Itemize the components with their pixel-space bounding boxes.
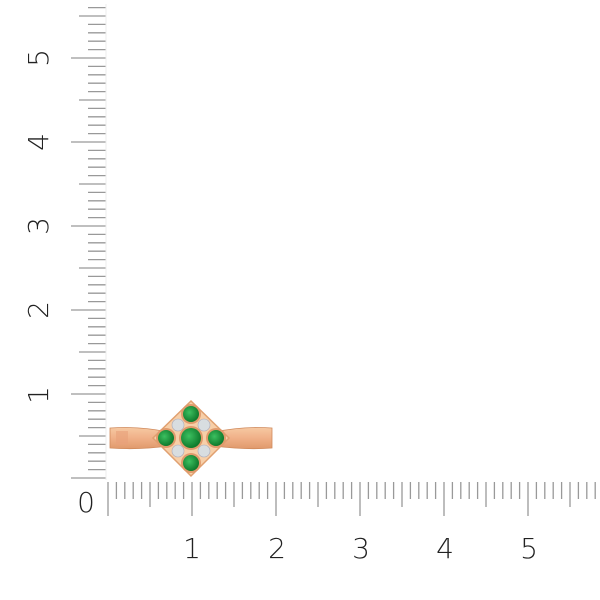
x-label-1: 1	[183, 532, 201, 565]
emerald-stone	[158, 430, 174, 446]
diamond-stone	[171, 444, 185, 458]
origin-label: 0	[77, 486, 95, 519]
diamonds	[171, 418, 211, 458]
y-label-2: 2	[22, 301, 55, 319]
emerald-stone	[183, 455, 199, 471]
y-label-3: 3	[22, 217, 55, 235]
x-label-5: 5	[520, 532, 538, 565]
diamond-stone	[197, 444, 211, 458]
x-label-2: 2	[268, 532, 286, 565]
x-label-4: 4	[436, 532, 454, 565]
ring	[109, 399, 273, 478]
emerald-stone	[183, 406, 199, 422]
diamond-stone	[171, 418, 185, 432]
emeralds	[156, 404, 226, 473]
vertical-ruler	[71, 4, 107, 480]
y-label-4: 4	[22, 133, 55, 151]
x-label-3: 3	[352, 532, 370, 565]
emerald-stone	[181, 428, 201, 448]
diamond-stone	[197, 418, 211, 432]
y-label-5: 5	[22, 49, 55, 67]
y-label-1: 1	[22, 386, 55, 404]
horizontal-ruler	[107, 482, 596, 516]
emerald-stone	[208, 430, 224, 446]
